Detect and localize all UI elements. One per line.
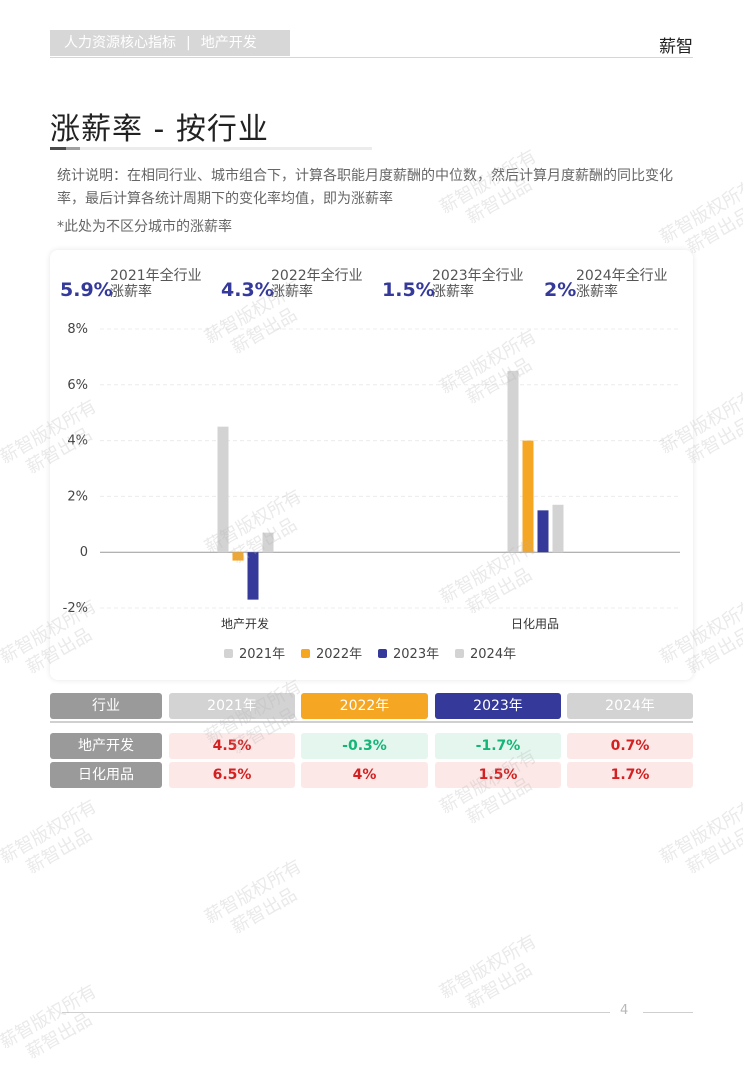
brand-logo: 薪智 (659, 37, 693, 57)
legend-swatch (378, 649, 387, 658)
summary-label: 2023年全行业 (432, 268, 524, 284)
row-label: 地产开发 (50, 733, 162, 759)
summary-value: 5.9% (60, 279, 113, 301)
page-title: 涨薪率 - 按行业 (50, 112, 269, 147)
breadcrumb-separator: | (186, 35, 191, 51)
legend-label: 2023年 (393, 647, 439, 662)
bar (552, 504, 564, 553)
bar (522, 440, 534, 553)
table-cell: 1.7% (567, 762, 693, 788)
y-tick-label: 6% (67, 378, 88, 393)
summary-value: 1.5% (382, 279, 435, 301)
table-cell: 4.5% (169, 733, 295, 759)
summary-label: 涨薪率 (576, 284, 618, 300)
breadcrumb-item-industry: 地产开发 (200, 35, 257, 51)
summary-label: 涨薪率 (271, 284, 313, 300)
table-cell: 6.5% (169, 762, 295, 788)
table-header-year: 2024年 (567, 693, 693, 719)
legend-swatch (301, 649, 310, 658)
breadcrumb: 人力资源核心指标 | 地产开发 (50, 30, 290, 56)
bar (537, 510, 549, 553)
legend-swatch (455, 649, 464, 658)
bar (507, 370, 519, 553)
top-bar: 人力资源核心指标 | 地产开发 薪智 (50, 30, 693, 58)
footer-rule-right (643, 1012, 693, 1013)
summary-label: 涨薪率 (110, 284, 152, 300)
table-header-rule (50, 721, 693, 723)
table-cell: 4% (301, 762, 428, 788)
summary-value: 2% (544, 279, 577, 301)
bar (217, 426, 229, 553)
row-label: 日化用品 (50, 762, 162, 788)
summary-label: 2024年全行业 (576, 268, 668, 284)
description: 统计说明：在相同行业、城市组合下，计算各职能月度薪酬的中位数，然后计算月度薪酬的… (57, 168, 673, 207)
summary-label: 2021年全行业 (110, 268, 202, 284)
table-header-year: 2022年 (301, 693, 428, 719)
y-tick-label: 2% (67, 489, 88, 504)
legend-label: 2021年 (239, 647, 285, 662)
table-header-year: 2023年 (435, 693, 561, 719)
x-tick-label: 日化用品 (511, 617, 559, 631)
table-cell: 0.7% (567, 733, 693, 759)
summary-value: 4.3% (221, 279, 274, 301)
x-tick-label: 地产开发 (221, 616, 269, 631)
legend-label: 2024年 (470, 647, 516, 662)
page-number: 4 (620, 1003, 629, 1018)
table-cell: -1.7% (435, 733, 561, 759)
y-tick-label: 8% (67, 322, 88, 337)
legend-label: 2022年 (316, 647, 362, 662)
footer-rule-left (62, 1012, 610, 1013)
y-tick-label: 0 (80, 545, 88, 560)
table-header-industry: 行业 (50, 693, 162, 719)
summary-label: 涨薪率 (432, 284, 474, 300)
y-tick-label: 4% (67, 434, 88, 449)
bar (247, 552, 259, 600)
table-cell: -0.3% (301, 733, 428, 759)
table-cell: 1.5% (435, 762, 561, 788)
breadcrumb-item-section: 人力资源核心指标 (64, 35, 176, 51)
footnote: *此处为不区分城市的涨薪率 (57, 219, 232, 235)
bar (232, 552, 244, 561)
summary-label: 2022年全行业 (271, 268, 363, 284)
y-tick-label: -2% (63, 601, 88, 616)
table-header-year: 2021年 (169, 693, 295, 719)
bar (262, 532, 274, 553)
legend-swatch (224, 649, 233, 658)
title-underline (50, 147, 372, 150)
